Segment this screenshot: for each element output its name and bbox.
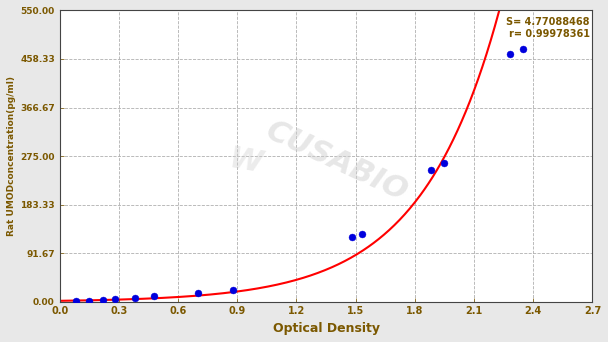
Point — [519, 46, 528, 51]
Point — [426, 168, 435, 173]
Point — [505, 51, 514, 56]
Point — [110, 297, 120, 302]
Point — [357, 231, 367, 237]
Point — [130, 295, 140, 301]
Text: S= 4.77088468
r= 0.99978361: S= 4.77088468 r= 0.99978361 — [506, 17, 590, 39]
Point — [440, 160, 449, 166]
X-axis label: Optical Density: Optical Density — [272, 322, 379, 335]
Y-axis label: Rat UMODconcentration(pg/ml): Rat UMODconcentration(pg/ml) — [7, 76, 16, 236]
Point — [150, 294, 159, 299]
Text: W: W — [227, 145, 265, 179]
Point — [193, 290, 202, 295]
Text: CUSABIO: CUSABIO — [261, 116, 412, 207]
Point — [229, 287, 238, 293]
Point — [71, 299, 80, 304]
Point — [98, 298, 108, 303]
Point — [85, 298, 94, 304]
Point — [347, 234, 356, 240]
